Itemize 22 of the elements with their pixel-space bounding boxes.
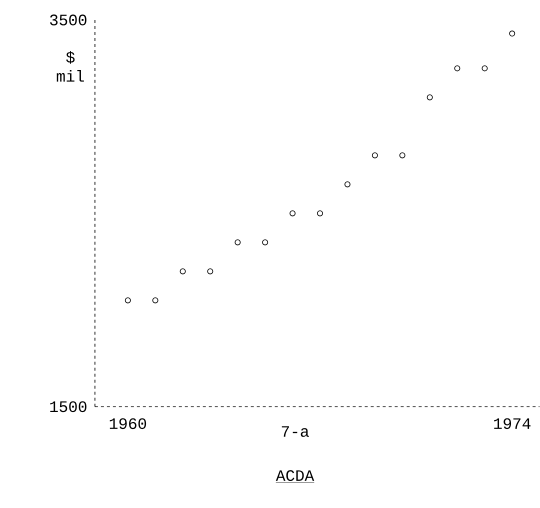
y-tick-label: 3500	[50, 14, 86, 26]
point	[426, 94, 433, 101]
point	[509, 30, 516, 37]
x-tick-label: 1960	[110, 418, 146, 430]
point	[124, 298, 131, 304]
point	[454, 66, 460, 72]
point	[372, 152, 378, 159]
y-axis-title: $ mil	[56, 51, 84, 82]
point	[180, 268, 186, 275]
point	[317, 210, 324, 217]
point	[234, 240, 241, 246]
point	[152, 298, 158, 304]
point	[344, 182, 350, 188]
point	[262, 240, 268, 246]
y-tick-label: 1500	[50, 401, 86, 412]
point	[207, 268, 214, 275]
point	[399, 152, 406, 159]
text: 7-a	[282, 426, 309, 438]
point	[290, 210, 296, 217]
text: ACDA	[276, 470, 314, 482]
point	[482, 66, 488, 72]
x-tick-label: 1974	[494, 418, 531, 430]
